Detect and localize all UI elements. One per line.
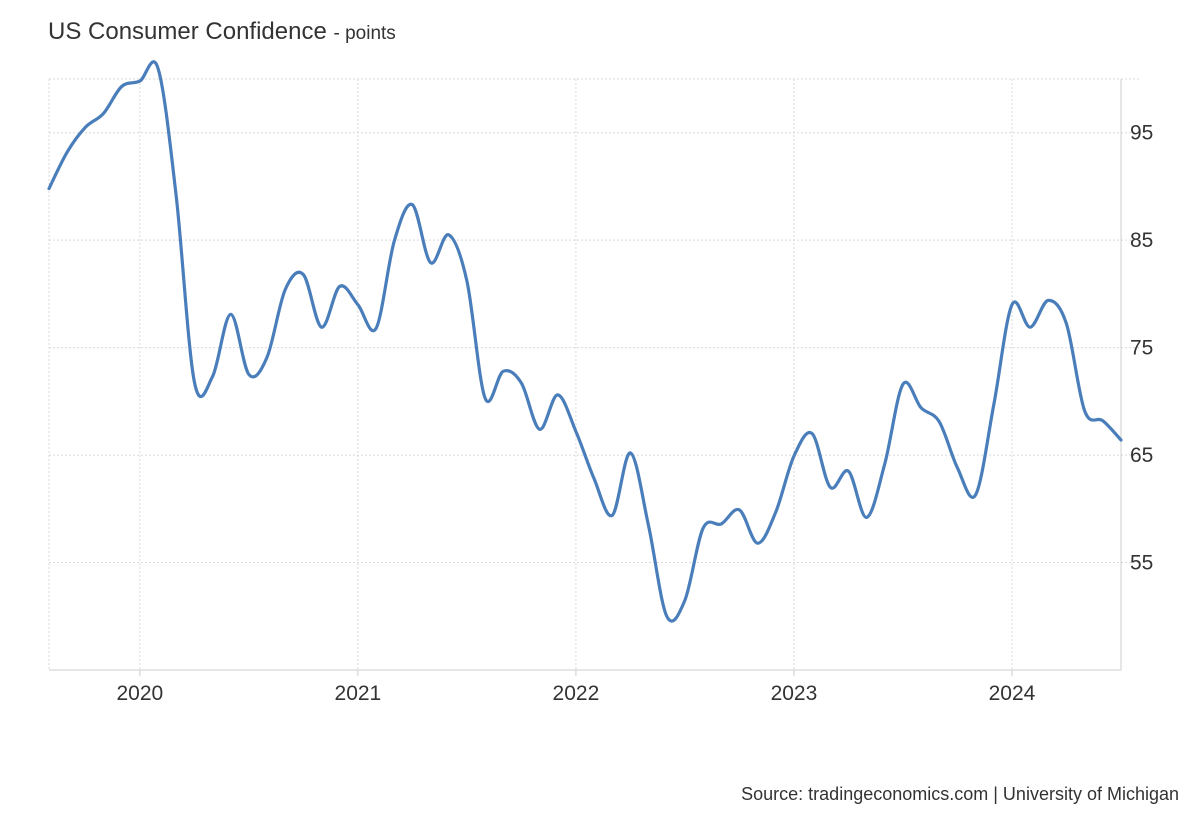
chart-title-text: US Consumer Confidence [48, 18, 327, 45]
x-tick-label: 2023 [771, 682, 818, 705]
y-tick-label: 95 [1130, 122, 1153, 145]
chart-title: US Consumer Confidence - points [48, 18, 396, 46]
series-line-0 [47, 60, 1123, 623]
y-tick-label: 55 [1130, 552, 1153, 575]
x-tick-label: 2021 [335, 682, 382, 705]
y-axis-labels: 55 65 75 85 95 [1130, 122, 1153, 575]
x-tick-label: 2020 [116, 682, 163, 705]
plot-frame [48, 79, 1122, 671]
x-tick-label: 2022 [553, 682, 600, 705]
series-group [47, 60, 1123, 623]
chart-unit: - points [333, 23, 396, 44]
y-tick-label: 85 [1130, 229, 1153, 252]
vertical-gridlines [139, 79, 1013, 676]
x-tick-label: 2024 [989, 682, 1036, 705]
y-tick-label: 65 [1130, 444, 1153, 467]
horizontal-gridlines [49, 78, 1139, 564]
x-axis-labels: 2020 2021 2022 2023 2024 [116, 682, 1035, 705]
source-note: Source: tradingeconomics.com | Universit… [741, 784, 1179, 804]
y-tick-label: 75 [1130, 337, 1153, 360]
